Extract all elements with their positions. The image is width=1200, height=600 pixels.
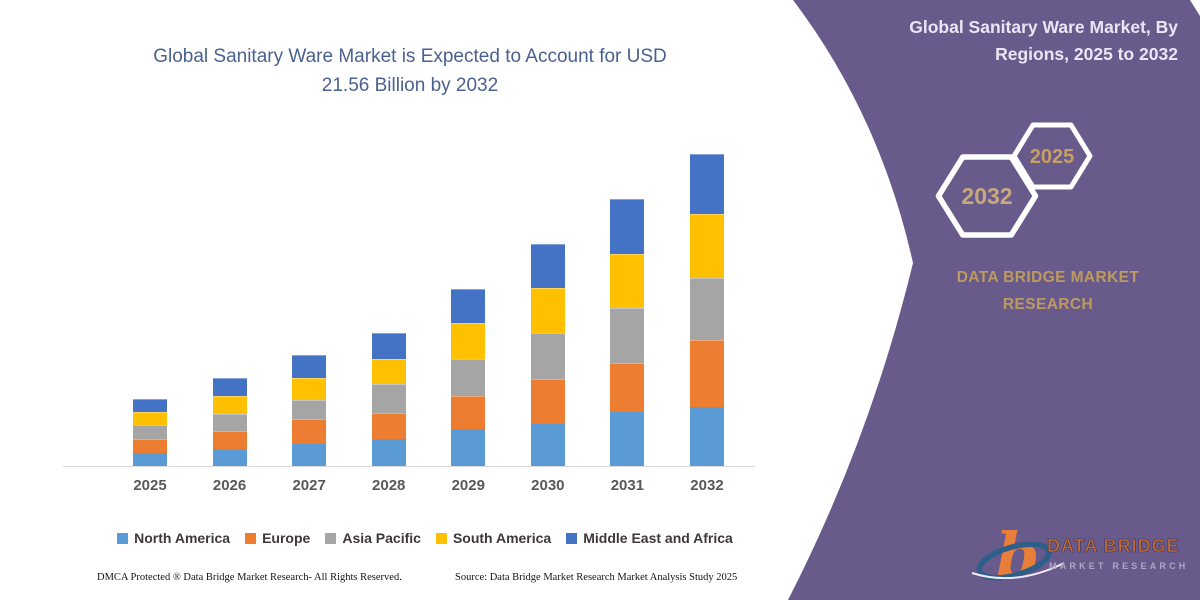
brand-text: DATA BRIDGE MARKET RESEARCH [928, 264, 1168, 318]
hexagon-2032-outline [935, 154, 1039, 238]
x-axis-label-2026: 2026 [212, 477, 247, 494]
bar-segment-2025-europe [133, 438, 167, 453]
bar-segment-2030-asia-pacific [530, 332, 565, 380]
chart-title: Global Sanitary Ware Market is Expected … [40, 42, 780, 100]
legend-item-middle-east-and-africa: Middle East and Africa [566, 530, 733, 546]
bar-segment-2029-europe [451, 396, 486, 430]
chart-legend: North America Europe Asia Pacific South Ame… [70, 530, 780, 546]
legend-swatch-icon [325, 532, 337, 544]
bar-segment-2029-south-america [451, 322, 486, 360]
brand-text-line1: DATA BRIDGE MARKET [956, 269, 1140, 286]
chart-title-line2: 21.56 Billion by 2032 [321, 75, 499, 96]
bar-2029 [451, 289, 486, 466]
x-axis-label-2029: 2029 [451, 477, 485, 494]
bar-segment-2031-middle-east-and-africa [610, 198, 645, 255]
legend-item-north-america: North America [117, 530, 230, 546]
bar-segment-2025-asia-pacific [133, 425, 167, 439]
bar-segment-2032-north-america [689, 406, 724, 466]
bar-segment-2029-asia-pacific [451, 359, 486, 397]
dbmr-logo-letter-b: b [996, 519, 1039, 592]
legend-item-asia-pacific: Asia Pacific [325, 530, 421, 546]
bar-segment-2031-asia-pacific [610, 307, 645, 364]
hexagon-2032-label: 2032 [961, 183, 1012, 209]
x-axis-label-2027: 2027 [292, 477, 326, 494]
bar-segment-2031-europe [610, 363, 645, 413]
bar-segment-2025-middle-east-and-africa [133, 399, 167, 412]
dbmr-logo-underline [971, 562, 1065, 580]
bar-2025 [133, 399, 167, 466]
bar-segment-2027-north-america [292, 444, 327, 466]
bar-segment-2027-europe [292, 419, 327, 445]
hexagon-2025-label: 2025 [1030, 146, 1075, 168]
stacked-bar-plot [63, 148, 755, 466]
bar-2027 [292, 354, 327, 466]
bar-segment-2026-south-america [212, 395, 247, 415]
bar-segment-2026-asia-pacific [212, 414, 247, 431]
footer-dmca-text: DMCA Protected ® Data Bridge Market Rese… [97, 572, 402, 583]
hexagon-2025-outline [1011, 122, 1093, 190]
bar-segment-2028-south-america [371, 359, 406, 385]
bar-2032 [689, 153, 724, 466]
bar-segment-2030-europe [530, 379, 565, 425]
panel-title-line1: Global Sanitary Ware Market, By [909, 17, 1178, 37]
footer-source-text: Source: Data Bridge Market Research Mark… [455, 572, 738, 583]
bar-2030 [530, 243, 565, 466]
x-axis-label-2025: 2025 [133, 477, 167, 494]
bar-segment-2025-north-america [133, 452, 167, 466]
legend-swatch-icon [245, 532, 257, 544]
legend-item-south-america: South America [435, 530, 552, 546]
bar-segment-2032-europe [689, 339, 724, 407]
bar-segment-2031-south-america [610, 254, 645, 308]
dbmr-logo: b DATA BRIDGE MARKET RESEARCH [971, 519, 1189, 592]
bar-segment-2027-asia-pacific [292, 400, 327, 420]
bar-segment-2028-north-america [371, 439, 406, 466]
bar-segment-2028-asia-pacific [371, 384, 406, 413]
hexagon-2025: 2025 [1011, 122, 1093, 190]
bar-segment-2029-middle-east-and-africa [451, 289, 486, 323]
legend-label: Asia Pacific [342, 530, 421, 546]
dbmr-logo-swoosh [976, 541, 1052, 581]
bar-segment-2026-europe [212, 430, 247, 450]
x-axis-label-2028: 2028 [372, 477, 406, 494]
x-axis-label-2030: 2030 [531, 477, 565, 494]
bar-segment-2030-north-america [530, 424, 565, 466]
x-axis-line [63, 466, 755, 467]
x-axis-labels: 2025 2026 2027 2028 2029 2030 2031 2032 [63, 477, 755, 499]
bar-segment-2031-north-america [610, 412, 645, 466]
legend-label: Europe [262, 530, 311, 546]
legend-swatch-icon [566, 532, 578, 544]
bar-segment-2032-middle-east-and-africa [689, 153, 724, 214]
legend-label: South America [452, 530, 552, 546]
bar-segment-2030-south-america [530, 287, 565, 333]
panel-title: Global Sanitary Ware Market, By Regions,… [850, 14, 1178, 68]
x-axis-label-2031: 2031 [610, 477, 645, 494]
legend-swatch-icon [435, 532, 447, 544]
bar-segment-2027-south-america [292, 377, 327, 401]
bar-segment-2028-middle-east-and-africa [371, 332, 406, 360]
bar-2026 [212, 377, 247, 466]
dbmr-logo-subtitle: MARKET RESEARCH [1049, 561, 1189, 571]
panel-title-line2: Regions, 2025 to 2032 [995, 44, 1178, 64]
bar-2031 [610, 198, 645, 466]
legend-label: North America [134, 530, 231, 546]
bar-segment-2026-north-america [212, 449, 247, 466]
brand-text-line2: RESEARCH [1002, 296, 1094, 313]
legend-label: Middle East and Africa [583, 530, 733, 546]
dbmr-logo-wordmark: DATA BRIDGE [1047, 536, 1180, 556]
bar-segment-2032-south-america [689, 213, 724, 278]
bar-segment-2027-middle-east-and-africa [292, 354, 327, 378]
bar-segment-2030-middle-east-and-africa [530, 243, 565, 288]
legend-item-europe: Europe [245, 530, 310, 546]
bar-segment-2032-asia-pacific [689, 277, 724, 340]
bar-segment-2029-north-america [451, 429, 486, 466]
chart-title-line1: Global Sanitary Ware Market is Expected … [153, 46, 667, 67]
x-axis-label-2032: 2032 [690, 477, 724, 494]
bar-segment-2028-europe [371, 412, 406, 440]
bar-segment-2025-south-america [133, 411, 167, 426]
hexagon-2032: 2032 [935, 154, 1039, 238]
corner-notch [1190, 0, 1200, 16]
legend-swatch-icon [117, 532, 129, 544]
bar-2028 [371, 332, 406, 466]
bar-segment-2026-middle-east-and-africa [212, 377, 247, 396]
